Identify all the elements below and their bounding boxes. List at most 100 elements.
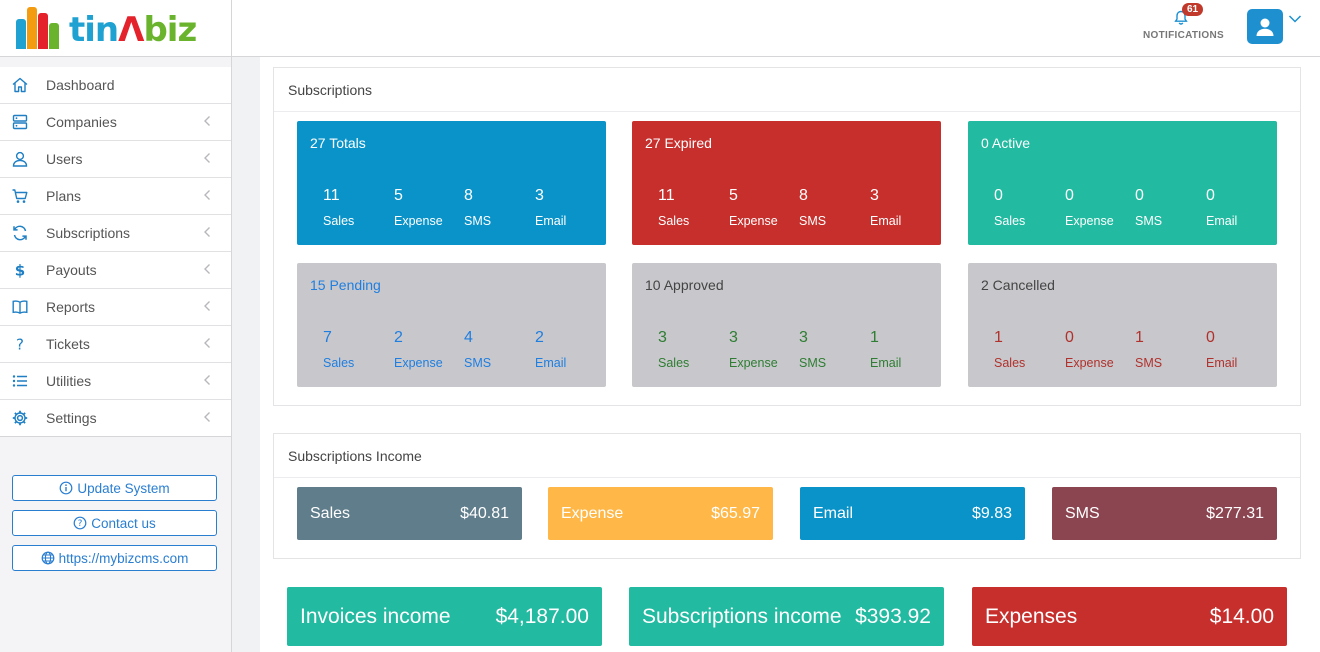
chevron-left-icon	[203, 373, 211, 389]
summary-card-subscriptions-income[interactable]: Subscriptions income $393.92	[629, 587, 944, 646]
user-avatar[interactable]	[1247, 9, 1283, 44]
chevron-down-icon[interactable]	[1288, 14, 1302, 24]
info-icon	[59, 481, 73, 495]
subscription-card-pending[interactable]: 15 Pending 7 Sales 2 Expense 4 SMS 2 Email	[297, 263, 606, 387]
stat-label: Expense	[394, 214, 443, 228]
sidebar-item-label: Reports	[46, 299, 96, 315]
server-icon	[0, 113, 40, 131]
subscriptions-panel: Subscriptions 27 Totals 11 Sales 5 Expense 8 S…	[273, 67, 1301, 406]
notifications-button[interactable]: 61 NOTIFICATIONS	[1143, 3, 1224, 41]
card-stat-email: 2 Email	[535, 329, 605, 370]
summary-amount: $393.92	[855, 604, 931, 628]
card-stat-sms: 8 SMS	[464, 187, 534, 228]
stat-label: SMS	[464, 214, 492, 228]
income-card-email[interactable]: Email $9.83	[800, 487, 1025, 540]
income-card-sms[interactable]: SMS $277.31	[1052, 487, 1277, 540]
stat-value: 1	[1135, 329, 1144, 346]
stat-label: Sales	[658, 214, 690, 228]
stat-value: 0	[1206, 187, 1215, 204]
subscription-card-active[interactable]: 0 Active 0 Sales 0 Expense 0 SMS 0 Email	[968, 121, 1277, 245]
sidebar-item-companies[interactable]: Companies	[0, 104, 231, 141]
stat-label: Email	[535, 214, 567, 228]
stat-value: 0	[994, 187, 1003, 204]
svg-text:?: ?	[16, 336, 24, 354]
sidebar-item-label: Users	[46, 151, 83, 167]
stat-label: Email	[870, 356, 902, 370]
chevron-left-icon	[203, 299, 211, 315]
sidebar-item-payouts[interactable]: $ Payouts	[0, 252, 231, 289]
stat-value: 0	[1065, 329, 1074, 346]
top-bar: 61 NOTIFICATIONS	[232, 0, 1320, 57]
sidebar-link-label: https://mybizcms.com	[58, 550, 189, 566]
summary-label: Invoices income	[300, 604, 451, 628]
stat-label: Sales	[323, 356, 355, 370]
income-label: Expense	[561, 504, 624, 522]
stat-label: Expense	[729, 356, 778, 370]
summary-card-invoices-income[interactable]: Invoices income $4,187.00	[287, 587, 602, 646]
card-stat-sales: 3 Sales	[658, 329, 728, 370]
stat-label: Email	[1206, 214, 1238, 228]
sidebar-item-reports[interactable]: Reports	[0, 289, 231, 326]
income-card-sales[interactable]: Sales $40.81	[297, 487, 522, 540]
stat-value: 0	[1135, 187, 1144, 204]
subscription-card-expired[interactable]: 27 Expired 11 Sales 5 Expense 8 SMS 3 Email	[632, 121, 941, 245]
sidebar-item-users[interactable]: Users	[0, 141, 231, 178]
sidebar-link-contact-us[interactable]: ? Contact us	[12, 510, 217, 536]
sidebar-item-label: Payouts	[46, 262, 97, 278]
sidebar-menu: Dashboard Companies Users Plans Subscription…	[0, 67, 231, 437]
stat-label: Sales	[994, 214, 1026, 228]
sidebar-item-subscriptions[interactable]: Subscriptions	[0, 215, 231, 252]
book-icon	[0, 298, 40, 316]
sidebar-item-label: Subscriptions	[46, 225, 131, 241]
stat-value: 5	[394, 187, 403, 204]
income-amount: $65.97	[711, 504, 760, 522]
sidebar-link-website[interactable]: https://mybizcms.com	[12, 545, 217, 571]
card-stat-email: 0 Email	[1206, 187, 1276, 228]
income-card-expense[interactable]: Expense $65.97	[548, 487, 773, 540]
sidebar-links: Update System ? Contact us https://mybizcms…	[12, 475, 217, 580]
sidebar-item-utilities[interactable]: Utilities	[0, 363, 231, 400]
sidebar-item-plans[interactable]: Plans	[0, 178, 231, 215]
subscription-card-cancelled[interactable]: 2 Cancelled 1 Sales 0 Expense 1 SMS 0 Email	[968, 263, 1277, 387]
stat-label: Expense	[729, 214, 778, 228]
stat-value: 3	[535, 187, 544, 204]
sidebar-link-update-system[interactable]: Update System	[12, 475, 217, 501]
logo-bars	[16, 7, 59, 49]
sidebar-item-label: Tickets	[46, 336, 90, 352]
stat-value: 1	[870, 329, 879, 346]
chevron-left-icon	[203, 151, 211, 167]
card-title: 0 Active	[981, 135, 1031, 151]
stat-value: 0	[1206, 329, 1215, 346]
stat-value: 2	[535, 329, 544, 346]
income-label: SMS	[1065, 504, 1100, 522]
chevron-left-icon	[203, 114, 211, 130]
sidebar-item-settings[interactable]: Settings	[0, 400, 231, 437]
subscription-card-approved[interactable]: 10 Approved 3 Sales 3 Expense 3 SMS 1 Email	[632, 263, 941, 387]
brand-logo[interactable]: tinΛbiz	[0, 0, 231, 57]
sidebar-item-label: Dashboard	[46, 77, 115, 93]
sidebar-link-label: Contact us	[91, 515, 156, 531]
summary-card-expenses[interactable]: Expenses $14.00	[972, 587, 1287, 646]
brand-name: tinΛbiz	[69, 10, 197, 50]
card-stat-expense: 0 Expense	[1065, 329, 1135, 370]
stat-label: SMS	[799, 356, 827, 370]
income-label: Email	[813, 504, 854, 522]
refresh-icon	[0, 224, 40, 242]
stat-label: Expense	[1065, 356, 1114, 370]
sidebar-item-label: Utilities	[46, 373, 92, 389]
notifications-label: NOTIFICATIONS	[1143, 30, 1224, 41]
subscription-card-totals[interactable]: 27 Totals 11 Sales 5 Expense 8 SMS 3 Email	[297, 121, 606, 245]
card-title: 27 Totals	[310, 135, 366, 151]
home-icon	[0, 76, 40, 94]
stat-value: 11	[658, 187, 675, 204]
dollar-icon: $	[0, 261, 40, 280]
sidebar: tinΛbiz Dashboard Companies Users Plans Subs…	[0, 0, 232, 652]
subscriptions-income-title: Subscriptions Income	[274, 434, 1300, 478]
stat-label: Expense	[1065, 214, 1114, 228]
notifications-badge: 61	[1182, 3, 1204, 16]
chevron-left-icon	[203, 410, 211, 426]
card-stat-sms: 8 SMS	[799, 187, 869, 228]
sidebar-item-dashboard[interactable]: Dashboard	[0, 67, 231, 104]
user-icon	[0, 150, 40, 168]
sidebar-item-tickets[interactable]: ? Tickets	[0, 326, 231, 363]
